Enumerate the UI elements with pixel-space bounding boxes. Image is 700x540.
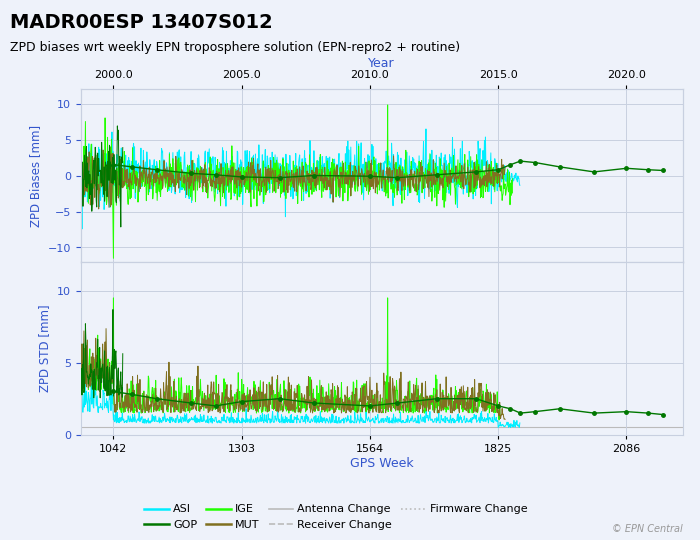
X-axis label: Year: Year xyxy=(368,57,395,70)
X-axis label: GPS Week: GPS Week xyxy=(350,456,413,469)
Y-axis label: ZPD Biases [mm]: ZPD Biases [mm] xyxy=(29,124,42,227)
Y-axis label: ZPD STD [mm]: ZPD STD [mm] xyxy=(38,305,51,392)
Legend: ASI, GOP, IGE, MUT, Antenna Change, Receiver Change, Firmware Change: ASI, GOP, IGE, MUT, Antenna Change, Rece… xyxy=(140,500,532,535)
Text: MADR00ESP 13407S012: MADR00ESP 13407S012 xyxy=(10,14,273,32)
Text: © EPN Central: © EPN Central xyxy=(612,523,682,534)
Text: ZPD biases wrt weekly EPN troposphere solution (EPN-repro2 + routine): ZPD biases wrt weekly EPN troposphere so… xyxy=(10,40,461,53)
